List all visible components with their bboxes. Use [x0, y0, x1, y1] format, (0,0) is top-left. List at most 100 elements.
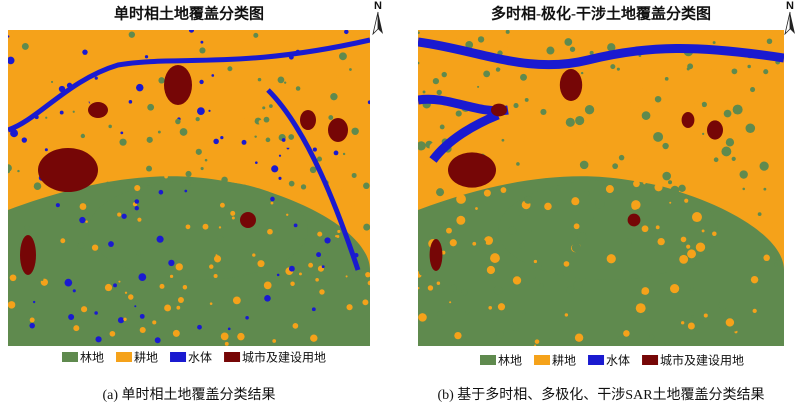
texture — [224, 341, 229, 346]
texture — [612, 163, 619, 170]
texture — [449, 120, 457, 129]
texture — [776, 256, 781, 261]
north-arrow: N — [372, 0, 383, 36]
texture — [8, 35, 10, 38]
texture — [488, 305, 493, 310]
texture — [590, 216, 594, 220]
texture — [580, 71, 584, 75]
texture — [293, 223, 298, 228]
texture — [449, 301, 452, 304]
texture — [573, 223, 580, 230]
texture — [321, 265, 325, 269]
legend-item: 水体 — [170, 351, 212, 365]
texture — [553, 229, 557, 233]
texture — [687, 249, 696, 259]
legend-swatch — [642, 355, 659, 365]
texture — [24, 224, 30, 231]
texture — [446, 227, 452, 234]
texture — [273, 129, 276, 132]
texture — [324, 237, 331, 244]
texture — [292, 323, 299, 329]
texture — [680, 321, 685, 325]
texture — [731, 324, 739, 332]
texture — [678, 184, 686, 193]
urban — [20, 235, 36, 275]
texture — [691, 212, 702, 223]
land-cover-map — [8, 30, 370, 346]
texture — [136, 251, 141, 256]
texture — [213, 255, 222, 263]
north-arrow: N — [784, 0, 795, 36]
texture — [684, 198, 689, 203]
texture — [632, 174, 638, 179]
texture — [351, 127, 359, 135]
texture — [447, 304, 455, 311]
texture — [172, 329, 180, 337]
texture — [439, 124, 445, 130]
texture — [775, 123, 784, 133]
north-label: N — [786, 0, 794, 12]
texture — [345, 275, 348, 278]
texture — [701, 229, 705, 233]
texture — [441, 250, 446, 255]
legend-label: 水体 — [188, 351, 212, 365]
texture — [182, 284, 188, 290]
texture — [693, 116, 700, 124]
texture — [461, 337, 467, 343]
texture — [607, 43, 616, 52]
texture — [511, 323, 519, 331]
texture — [145, 89, 151, 95]
texture — [566, 286, 574, 294]
texture — [137, 217, 142, 222]
texture — [128, 100, 133, 104]
texture — [483, 189, 491, 197]
texture — [33, 182, 42, 190]
texture — [477, 85, 480, 88]
texture — [254, 135, 257, 138]
legend-item: 城市及建设用地 — [642, 353, 744, 368]
texture — [10, 129, 19, 138]
texture — [477, 36, 485, 43]
texture — [453, 38, 460, 45]
texture — [220, 332, 229, 341]
texture — [749, 151, 754, 156]
texture — [673, 99, 678, 104]
texture — [213, 274, 218, 279]
texture — [493, 285, 503, 295]
texture — [308, 262, 314, 268]
texture — [505, 30, 510, 34]
urban — [448, 152, 496, 188]
texture — [583, 190, 590, 197]
texture — [284, 81, 287, 84]
texture — [449, 239, 457, 247]
texture — [330, 93, 338, 101]
texture — [120, 131, 124, 135]
urban — [38, 148, 98, 192]
texture — [290, 281, 295, 286]
texture — [177, 297, 184, 303]
texture — [534, 344, 537, 346]
legend-swatch — [62, 352, 78, 362]
texture — [617, 336, 622, 341]
texture — [45, 116, 48, 119]
legend-swatch — [224, 352, 241, 362]
texture — [200, 166, 204, 171]
texture — [540, 108, 547, 115]
texture — [687, 322, 695, 330]
texture — [270, 201, 274, 205]
texture — [55, 68, 58, 71]
texture — [94, 311, 98, 315]
legend-swatch — [116, 352, 133, 362]
texture — [635, 303, 646, 314]
legend-item: 林地 — [62, 351, 104, 365]
texture — [731, 156, 736, 161]
texture — [418, 268, 426, 276]
texture — [479, 239, 486, 246]
texture — [561, 130, 568, 136]
texture — [641, 87, 647, 93]
texture — [454, 85, 458, 89]
panel-title: 多时相-极化-干涉土地覆盖分类图 — [491, 4, 711, 22]
texture — [188, 30, 195, 33]
texture — [21, 42, 29, 50]
